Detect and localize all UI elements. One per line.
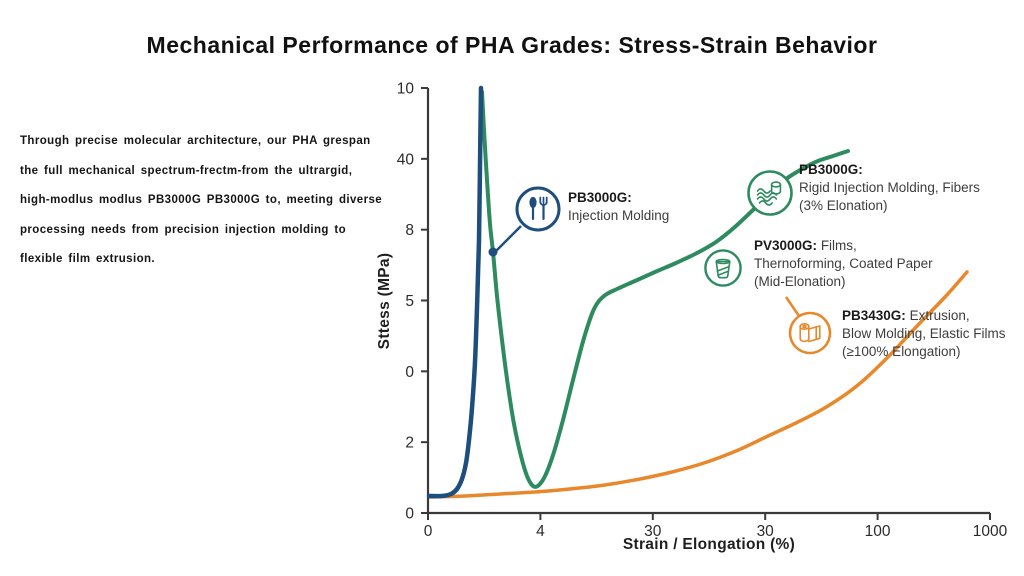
leader-line-injection [493,225,522,254]
x-tick-label: 0 [424,523,433,540]
annotation-extrusion-films: PB3430G: Extrusion, Blow Molding, Elasti… [842,307,1006,361]
annotation-line: (3% Elonation) [799,198,888,213]
annotation-line: PV3000G: Films, [754,238,857,253]
grade-label: PB3000G: [568,190,632,205]
y-tick-label: 10 [397,81,415,98]
leader-lines [488,225,801,317]
film-roll-icon [788,311,832,355]
y-tick-label: 5 [405,293,414,310]
y-tick-label: 0 [405,364,414,381]
annotation-line: Injection Molding [568,208,670,223]
x-tick-label: 100 [865,523,891,540]
grade-label: PB3430G: [842,308,906,323]
x-tick-label: 4 [536,523,545,540]
stress-strain-curves [426,85,969,499]
grade-label: PB3000G: [799,162,863,177]
annotation-line: PB3000G: [799,161,980,179]
x-tick-label: 30 [757,523,775,540]
annotation-line: Rigid Injection Molding, Fibers [799,180,980,195]
x-axis-label: Strain / Elongation (%) [623,536,795,553]
leader-line-extrusion [784,296,801,317]
intro-paragraph: Through precise molecular architecture, … [20,135,383,265]
curve-pb3000g [426,85,484,499]
annotation-line: Blow Molding, Elastic Films [842,326,1006,341]
annotation-films-thermoforming: PV3000G: Films, Thernoforming, Coated Pa… [754,237,933,291]
cutlery-icon [515,186,561,232]
grade-label: PV3000G: [754,238,818,253]
annotation-line: PB3000G: [568,189,669,207]
y-tick-label: 40 [397,151,415,168]
y-tick-label: 0 [405,506,414,523]
curve-pb3430g [428,270,969,499]
axis-spines [426,88,990,515]
y-tick-label: 8 [405,222,414,239]
paper-cup-icon [704,249,742,287]
fiber-roll-icon [747,170,793,216]
annotation-line: Thernoforming, Coated Paper [754,256,933,271]
annotation-injection-molding: PB3000G: Injection Molding [568,189,669,225]
curve-marker-dot [488,247,498,257]
y-tick-label: 2 [405,435,414,452]
annotation-line: PB3430G: Extrusion, [842,308,970,323]
annotation-rigid-fibers: PB3000G: Rigid Injection Molding, Fibers… [799,161,980,215]
x-tick-label: 30 [644,523,662,540]
annotation-line: (≥100% Elongation) [842,344,961,359]
page-title: Mechanical Performance of PHA Grades: St… [146,32,878,58]
y-axis-label: Sttess (MPa) [376,253,393,350]
annotation-line: (Mid-Elonation) [754,274,846,289]
x-tick-label: 1000 [973,523,1008,540]
